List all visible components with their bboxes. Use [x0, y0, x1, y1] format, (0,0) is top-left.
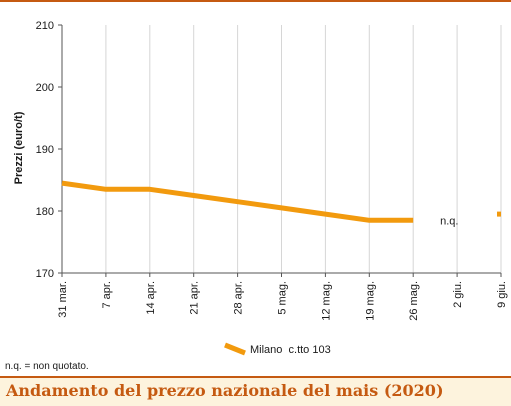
series-lines	[61, 180, 501, 223]
legend-swatch	[224, 342, 246, 356]
x-tick-labels: 31 mar. 7 apr. 14 apr. 21 apr. 28 apr. 5 mag.…	[57, 281, 508, 321]
x-tick-label: 31 mar.	[57, 281, 69, 318]
series-line	[61, 180, 414, 223]
x-tick-label: 19 mag.	[364, 281, 376, 321]
footnote: n.q. = non quotato.	[5, 361, 89, 372]
line-chart: 170 180 190 200 210 31 mar. 7 apr. 14 apr. 21 a…	[13, 20, 508, 356]
y-tick-label: 190	[36, 144, 54, 156]
x-tick-label: 28 apr.	[233, 281, 245, 315]
annotation-nq: n.q.	[440, 215, 458, 227]
x-tick-label: 12 mag.	[320, 281, 332, 321]
x-tick-label: 9 giu.	[496, 281, 508, 308]
axes	[58, 24, 502, 277]
top-rule	[0, 0, 511, 2]
x-tick-label: 7 apr.	[101, 281, 113, 309]
x-tick-label: 5 mag.	[277, 281, 289, 315]
x-tick-label: 26 mag.	[408, 281, 420, 321]
title-bar: Andamento del prezzo nazionale del mais …	[0, 376, 511, 406]
annotations: n.q.	[440, 215, 458, 227]
legend-label: Milano c.tto 103	[250, 344, 331, 356]
x-tick-label: 21 apr.	[189, 281, 201, 315]
grid-lines	[105, 25, 502, 273]
y-tick-label: 170	[36, 268, 54, 280]
y-axis-title: Prezzi (euro/t)	[13, 111, 25, 184]
x-tick-label: 2 giu.	[452, 281, 464, 308]
chart-title: Andamento del prezzo nazionale del mais …	[6, 381, 444, 400]
x-tick-label: 14 apr.	[145, 281, 157, 315]
y-tick-label: 210	[36, 20, 54, 32]
y-tick-labels: 170 180 190 200 210	[36, 20, 54, 280]
legend: Milano c.tto 103	[224, 342, 331, 356]
y-tick-label: 200	[36, 82, 54, 94]
y-tick-label: 180	[36, 206, 54, 218]
